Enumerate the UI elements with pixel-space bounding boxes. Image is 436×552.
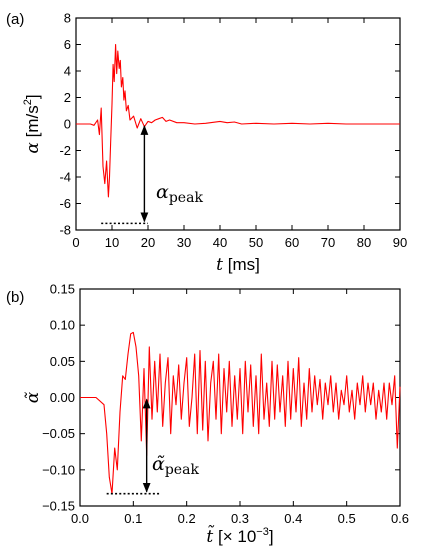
y-tick-label: 0: [64, 117, 71, 132]
y-tick-label: -4: [59, 170, 71, 185]
x-tick-label: 60: [285, 235, 299, 250]
panel-a: (a) 0 10 20 30 40 50 60 70 80 90 -8 -6 -4 -2 0 2 4 6 8 αpe…: [6, 11, 407, 276]
y-tick-label: −0.10: [42, 462, 75, 477]
y-tick-label: 2: [64, 90, 71, 105]
x-tick-label: 80: [357, 235, 371, 250]
x-tick-label: 0.0: [71, 511, 89, 526]
y-tick-label: 0.00: [50, 390, 75, 405]
panel-label-b: (b): [6, 289, 24, 306]
x-tick-label: 0.5: [338, 511, 356, 526]
y-tick-label: 0.15: [50, 282, 75, 297]
x-tick-label: 0.4: [284, 511, 302, 526]
x-tick-label: 0: [72, 235, 79, 250]
panel-a-y-axis-label: α [m/s2]: [22, 94, 43, 153]
x-tick-label: 0.2: [178, 511, 196, 526]
y-tick-label: 0.10: [50, 318, 75, 333]
x-tick-label: 90: [393, 235, 407, 250]
x-tick-label: 30: [177, 235, 191, 250]
x-tick-label: 50: [249, 235, 263, 250]
y-tick-label: -2: [59, 143, 71, 158]
panel-b-ticks: 0.0 0.1 0.2 0.3 0.4 0.5 0.6 −0.15 −0.10 −0.05 0.00…: [42, 282, 409, 527]
y-tick-label: 0.05: [50, 354, 75, 369]
panel-a-peak-annotation: αpeak: [156, 181, 203, 206]
panel-a-x-axis-label: t [ms]: [216, 255, 260, 275]
y-tick-label: 6: [64, 37, 71, 52]
panel-a-series-line: [76, 43, 400, 198]
panel-b-series-line: [80, 331, 401, 495]
panel-b-x-axis-label: t̃ [× 10−3]: [206, 525, 273, 547]
x-tick-label: 0.6: [391, 511, 409, 526]
y-tick-label: 4: [64, 64, 71, 79]
y-tick-label: -6: [59, 196, 71, 211]
y-tick-label: 8: [64, 11, 71, 26]
panel-label-a: (a): [6, 11, 24, 28]
panel-b-plot-frame: [79, 288, 401, 507]
panel-b: (b) 0.0 0.1 0.2 0.3 0.4 0.5 0.6 −0.15 −0.10 −0.05…: [6, 282, 409, 548]
panel-b-y-axis-label: α̃: [23, 391, 43, 403]
x-tick-label: 40: [213, 235, 227, 250]
y-tick-label: −0.05: [42, 426, 75, 441]
x-tick-label: 20: [141, 235, 155, 250]
x-tick-label: 10: [105, 235, 119, 250]
panel-a-ticks: 0 10 20 30 40 50 60 70 80 90 -8 -6 -4 -2 0 2 4 6 8: [59, 11, 407, 251]
y-tick-label: -8: [59, 223, 71, 238]
x-tick-label: 70: [321, 235, 335, 250]
x-tick-label: 0.1: [124, 511, 142, 526]
x-tick-label: 0.3: [231, 511, 249, 526]
panel-b-peak-annotation: α̃peak: [152, 453, 199, 478]
y-tick-label: −0.15: [42, 499, 75, 514]
